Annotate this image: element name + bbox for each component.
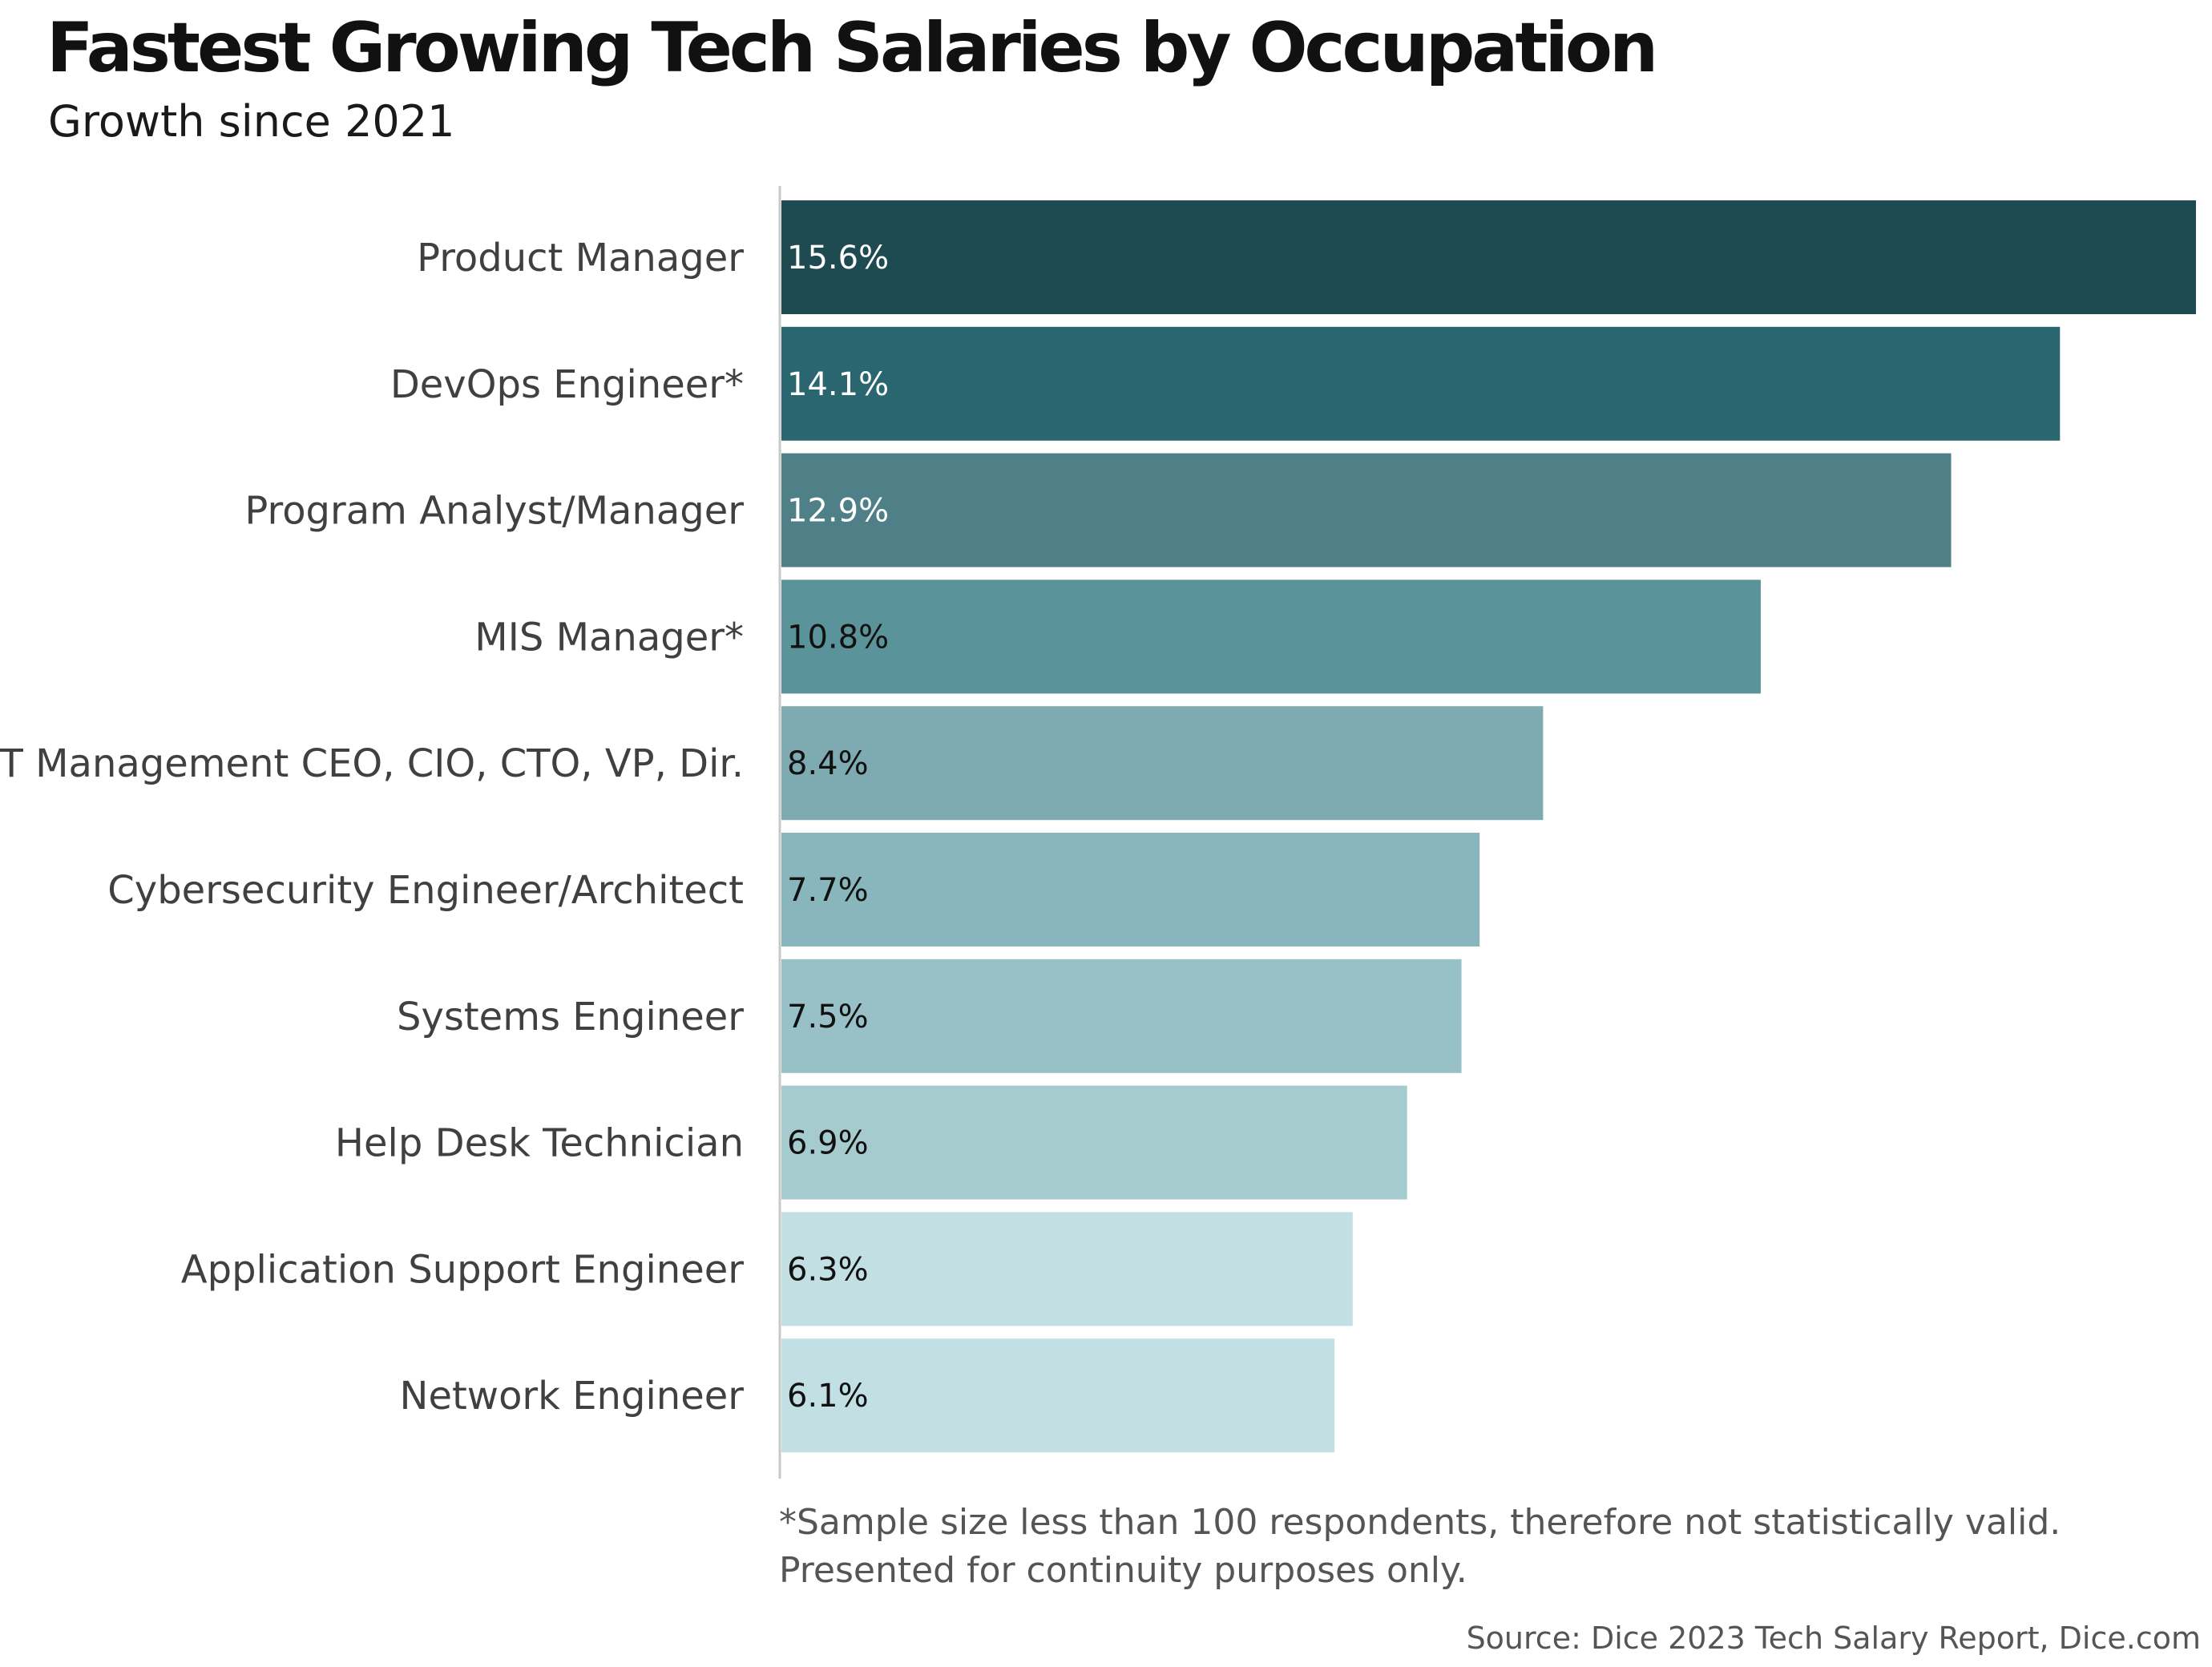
bar-cybersecurity-engineer-architect	[781, 833, 1479, 947]
bar-systems-engineer	[781, 959, 1462, 1073]
value-label-systems-engineer: 7.5%	[787, 999, 869, 1035]
bar-product-manager	[781, 200, 2196, 314]
category-label-program-analyst-manager: Program Analyst/Manager	[244, 489, 744, 534]
category-label-application-support-engineer: Application Support Engineer	[181, 1247, 745, 1292]
value-label-mis-manager: 10.8%	[787, 619, 889, 656]
bar-chart: Product Manager 15.6% DevOps Engineer* 14.1…	[0, 0, 2212, 1491]
bar-mis-manager	[781, 579, 1761, 693]
bar-program-analyst-manager	[781, 454, 1952, 567]
category-label-devops-engineer: DevOps Engineer*	[390, 362, 744, 407]
value-label-devops-engineer: 14.1%	[787, 366, 889, 403]
category-label-network-engineer: Network Engineer	[400, 1374, 745, 1419]
source-note: Source: Dice 2023 Tech Salary Report, Di…	[1467, 1621, 2201, 1656]
bar-it-management-ceo-cio-cto-vp-dir	[781, 706, 1543, 820]
footnote-line-1: *Sample size less than 100 respondents, …	[779, 1499, 2061, 1547]
value-label-help-desk-technician: 6.9%	[787, 1125, 869, 1162]
category-label-help-desk-technician: Help Desk Technician	[335, 1121, 744, 1166]
bar-help-desk-technician	[781, 1086, 1407, 1200]
bar-devops-engineer	[781, 327, 2060, 441]
bars-group: Product Manager 15.6% DevOps Engineer* 14.1…	[0, 200, 2196, 1452]
footnote: *Sample size less than 100 respondents, …	[779, 1499, 2061, 1595]
value-label-program-analyst-manager: 12.9%	[787, 493, 889, 530]
category-label-it-management-ceo-cio-cto-vp-dir: IT Management CEO, CIO, CTO, VP, Dir.	[0, 741, 744, 786]
value-label-network-engineer: 6.1%	[787, 1378, 869, 1415]
category-label-mis-manager: MIS Manager*	[474, 615, 744, 660]
value-label-it-management-ceo-cio-cto-vp-dir: 8.4%	[787, 745, 869, 782]
value-label-cybersecurity-engineer-architect: 7.7%	[787, 872, 869, 909]
footnote-line-2: Presented for continuity purposes only.	[779, 1547, 2061, 1595]
category-label-cybersecurity-engineer-architect: Cybersecurity Engineer/Architect	[107, 868, 744, 913]
category-label-product-manager: Product Manager	[417, 236, 744, 281]
category-label-systems-engineer: Systems Engineer	[397, 995, 744, 1039]
value-label-product-manager: 15.6%	[787, 240, 889, 276]
value-label-application-support-engineer: 6.3%	[787, 1251, 869, 1288]
